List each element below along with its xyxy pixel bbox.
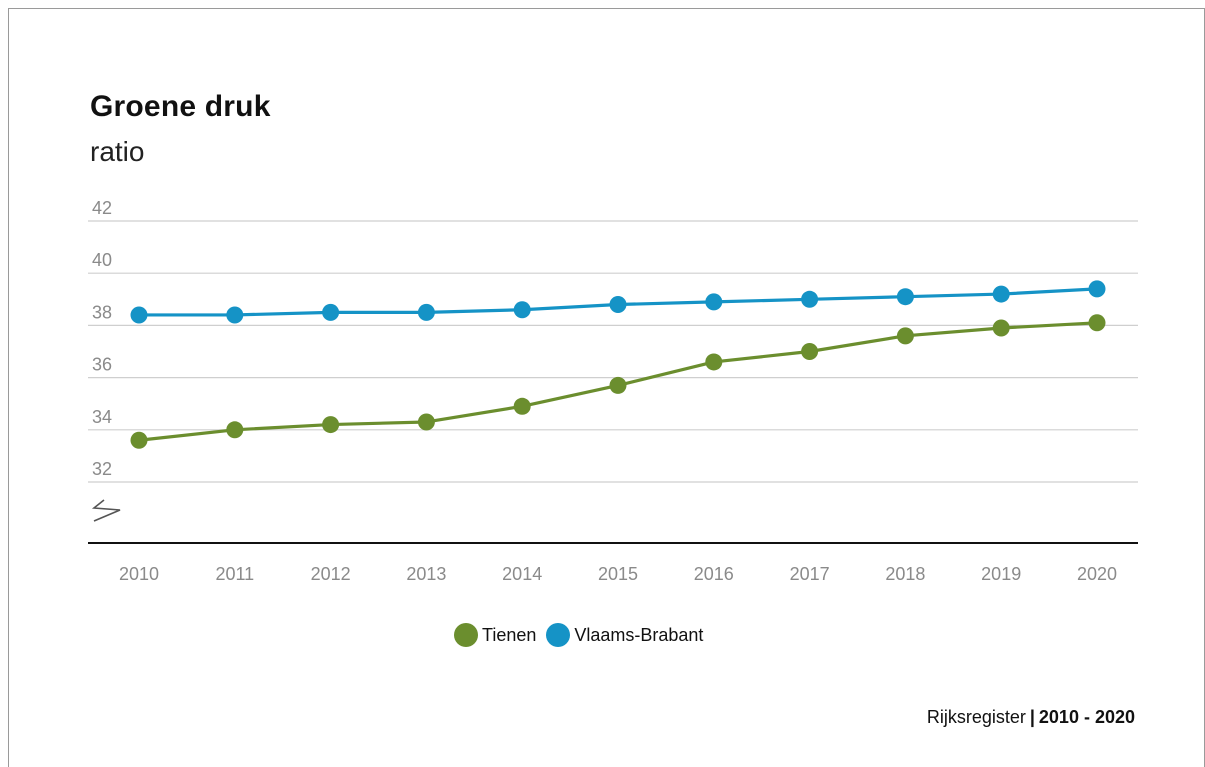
- point-vlaams-brabant-2016: [705, 293, 723, 311]
- point-tienen-2016: [705, 353, 723, 371]
- point-tienen-2018: [896, 327, 914, 345]
- y-axis-labels: 42 40 38 36 34 32: [92, 198, 112, 479]
- y-tick-label-36: 36: [92, 355, 112, 375]
- point-vlaams-brabant-2015: [609, 296, 627, 314]
- x-tick-label-2017: 2017: [790, 564, 830, 584]
- legend-label-vlaams-brabant: Vlaams-Brabant: [574, 624, 704, 645]
- x-tick-label-2012: 2012: [311, 564, 351, 584]
- point-vlaams-brabant-2014: [513, 301, 531, 319]
- legend-swatch-vlaams-brabant: [546, 623, 571, 647]
- x-tick-label-2014: 2014: [502, 564, 542, 584]
- point-vlaams-brabant-2020: [1088, 280, 1106, 298]
- point-tienen-2019: [992, 319, 1010, 337]
- point-tienen-2013: [417, 413, 435, 431]
- point-tienen-2014: [513, 397, 531, 415]
- gridlines: [88, 220, 1138, 483]
- x-tick-label-2018: 2018: [885, 564, 925, 584]
- source-separator: |: [1029, 707, 1035, 727]
- point-vlaams-brabant-2019: [992, 285, 1010, 303]
- point-vlaams-brabant-2013: [417, 303, 435, 321]
- point-vlaams-brabant-2012: [322, 303, 340, 321]
- series-layer: [130, 280, 1106, 449]
- point-tienen-2020: [1088, 314, 1106, 332]
- point-tienen-2015: [609, 376, 627, 394]
- x-tick-label-2015: 2015: [598, 564, 638, 584]
- point-tienen-2010: [130, 431, 148, 449]
- x-tick-label-2010: 2010: [119, 564, 159, 584]
- source-name: Rijksregister: [926, 707, 1026, 727]
- point-tienen-2017: [801, 343, 819, 360]
- legend-swatch-tienen: [454, 623, 478, 647]
- y-tick-label-38: 38: [92, 302, 112, 322]
- point-tienen-2011: [226, 421, 244, 439]
- y-tick-label-32: 32: [92, 459, 112, 479]
- axis-break-icon: [91, 499, 121, 522]
- y-tick-label-40: 40: [92, 250, 112, 270]
- source-note: Rijksregister | 2010 - 2020: [927, 707, 1135, 728]
- source-range: 2010 - 2020: [1038, 707, 1135, 727]
- x-tick-label-2016: 2016: [694, 564, 734, 584]
- legend-item-tienen: Tienen: [454, 623, 536, 647]
- y-tick-label-42: 42: [92, 198, 112, 218]
- x-tick-label-2019: 2019: [981, 564, 1021, 584]
- legend-item-vlaams-brabant: Vlaams-Brabant: [546, 623, 703, 647]
- point-vlaams-brabant-2018: [896, 288, 914, 306]
- point-vlaams-brabant-2017: [801, 290, 819, 308]
- chart-title: Groene druk: [90, 90, 271, 123]
- y-tick-label-34: 34: [92, 407, 112, 427]
- point-vlaams-brabant-2010: [130, 306, 148, 324]
- point-tienen-2012: [322, 416, 340, 434]
- x-axis-labels: 2010 2011 2012 2013 2014 2015 2016 2017 2018 2019…: [119, 564, 1117, 584]
- point-vlaams-brabant-2011: [226, 306, 244, 324]
- x-tick-label-2020: 2020: [1077, 564, 1117, 584]
- x-tick-label-2013: 2013: [406, 564, 446, 584]
- legend-label-tienen: Tienen: [482, 624, 537, 645]
- legend: Tienen Vlaams-Brabant: [454, 623, 713, 647]
- chart-subtitle: ratio: [90, 136, 145, 167]
- x-tick-label-2011: 2011: [215, 564, 254, 584]
